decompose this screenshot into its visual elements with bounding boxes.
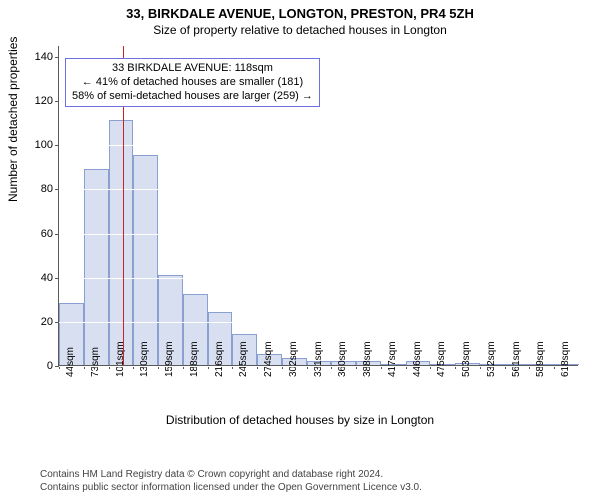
histogram-bar [109, 120, 134, 365]
x-tick-label: 532sqm [486, 341, 497, 377]
annotation-box: 33 BIRKDALE AVENUE: 118sqm← 41% of detac… [65, 58, 320, 107]
x-tick-label: 245sqm [238, 341, 249, 377]
x-tick-label: 561sqm [511, 341, 522, 377]
x-tick-label: 446sqm [412, 341, 423, 377]
x-tick-label: 101sqm [115, 341, 126, 377]
x-tick-label: 417sqm [387, 341, 398, 377]
x-tick-label: 159sqm [164, 341, 175, 377]
y-tick-label: 60 [41, 228, 53, 240]
y-tick-label: 20 [41, 316, 53, 328]
grid-line [59, 366, 578, 367]
x-tick-label: 188sqm [189, 341, 200, 377]
y-tick-label: 40 [41, 272, 53, 284]
grid-line [59, 145, 578, 146]
credits-line1: Contains HM Land Registry data © Crown c… [40, 468, 422, 481]
grid-line [59, 322, 578, 323]
credits: Contains HM Land Registry data © Crown c… [40, 468, 422, 494]
y-axis-label: Number of detached properties [6, 37, 20, 202]
x-tick-label: 388sqm [362, 341, 373, 377]
x-tick-label: 503sqm [461, 341, 472, 377]
y-tick-label: 100 [35, 139, 53, 151]
y-tick-label: 0 [47, 360, 53, 372]
histogram-bar [133, 155, 158, 365]
annotation-line: 33 BIRKDALE AVENUE: 118sqm [72, 62, 313, 76]
x-tick-label: 216sqm [214, 341, 225, 377]
chart-container: Number of detached properties 0204060801… [0, 42, 600, 427]
x-tick-label: 130sqm [139, 341, 150, 377]
x-tick-label: 618sqm [560, 341, 571, 377]
y-tick-label: 80 [41, 183, 53, 195]
x-tick-label: 589sqm [535, 341, 546, 377]
grid-line [59, 278, 578, 279]
x-axis-label: Distribution of detached houses by size … [0, 413, 600, 427]
plot-area: 02040608010012014044sqm73sqm101sqm130sqm… [58, 46, 578, 366]
x-tick-label: 302sqm [288, 341, 299, 377]
title-sub: Size of property relative to detached ho… [0, 21, 600, 37]
x-tick-label: 331sqm [313, 341, 324, 377]
y-tick-label: 140 [35, 51, 53, 63]
x-tick-label: 475sqm [436, 341, 447, 377]
grid-line [59, 234, 578, 235]
title-main: 33, BIRKDALE AVENUE, LONGTON, PRESTON, P… [0, 0, 600, 21]
x-tick-label: 44sqm [65, 347, 76, 377]
credits-line2: Contains public sector information licen… [40, 481, 422, 494]
histogram-bar [84, 169, 109, 365]
x-tick-label: 360sqm [337, 341, 348, 377]
x-tick-label: 73sqm [90, 347, 101, 377]
y-tick-label: 120 [35, 95, 53, 107]
x-tick-label: 274sqm [263, 341, 274, 377]
annotation-line: 58% of semi-detached houses are larger (… [72, 90, 313, 104]
annotation-line: ← 41% of detached houses are smaller (18… [72, 76, 313, 90]
grid-line [59, 189, 578, 190]
